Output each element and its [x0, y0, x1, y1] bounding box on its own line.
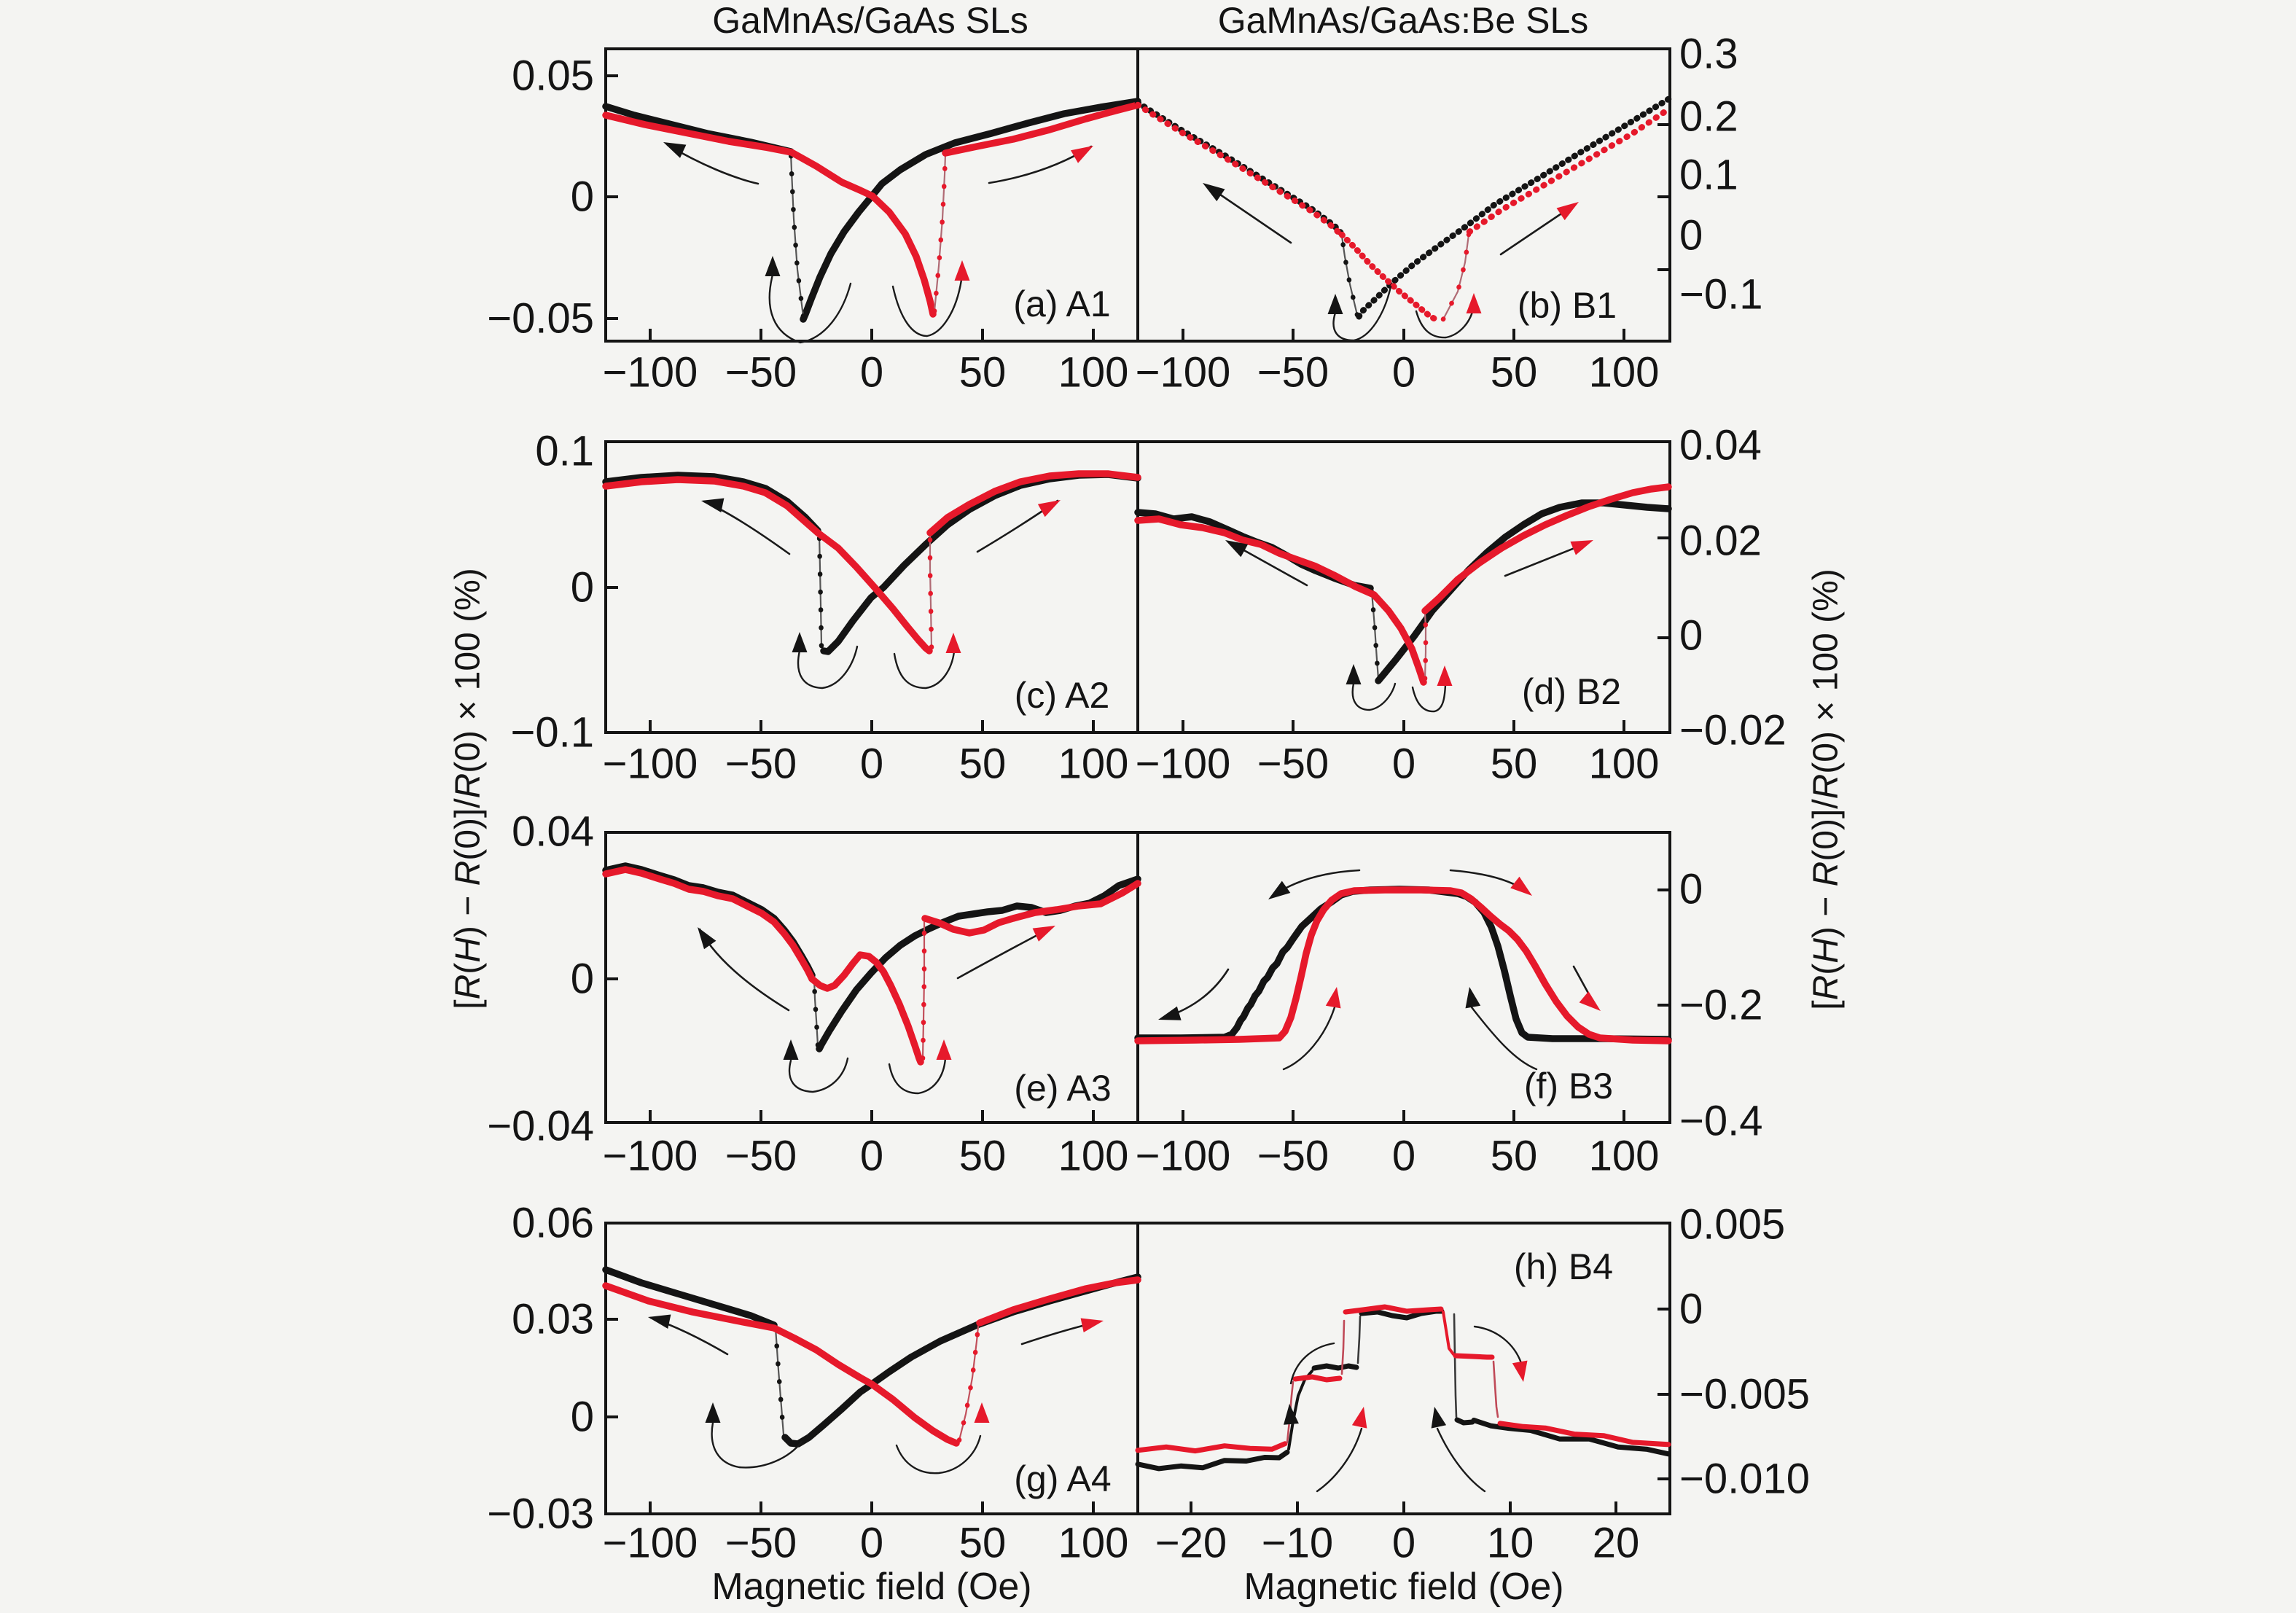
- svg-text:0: 0: [860, 1133, 883, 1180]
- svg-text:(g) A4: (g) A4: [1014, 1458, 1111, 1499]
- svg-text:0.02: 0.02: [1679, 518, 1762, 565]
- svg-text:(d) B2: (d) B2: [1522, 671, 1621, 712]
- svg-text:−0.2: −0.2: [1679, 982, 1763, 1029]
- svg-text:−50: −50: [725, 741, 797, 788]
- svg-text:0.3: 0.3: [1679, 31, 1738, 78]
- svg-text:0.1: 0.1: [1679, 152, 1738, 199]
- svg-text:0.04: 0.04: [1679, 422, 1762, 469]
- svg-text:(b) B1: (b) B1: [1518, 285, 1617, 326]
- svg-text:−0.02: −0.02: [1679, 707, 1787, 754]
- svg-text:0: 0: [1679, 866, 1703, 913]
- svg-text:(e) A3: (e) A3: [1014, 1068, 1111, 1109]
- svg-text:(a) A1: (a) A1: [1013, 284, 1110, 324]
- svg-text:50: 50: [959, 741, 1007, 788]
- svg-text:100: 100: [1589, 741, 1660, 788]
- svg-text:0.03: 0.03: [512, 1296, 594, 1343]
- svg-text:0: 0: [1392, 1133, 1416, 1180]
- svg-text:−50: −50: [1257, 741, 1329, 788]
- svg-text:−50: −50: [1257, 1133, 1329, 1180]
- svg-text:−0.005: −0.005: [1679, 1371, 1810, 1418]
- svg-text:(h) B4: (h) B4: [1514, 1246, 1613, 1287]
- svg-text:100: 100: [1058, 1133, 1129, 1180]
- svg-text:100: 100: [1058, 741, 1129, 788]
- svg-text:−50: −50: [725, 1133, 797, 1180]
- svg-text:[R(H) − R(0)]/R(0) × 100 (%): [R(H) − R(0)]/R(0) × 100 (%): [449, 568, 488, 1009]
- svg-text:−50: −50: [725, 349, 797, 397]
- svg-text:0: 0: [1679, 612, 1703, 660]
- svg-text:−0.1: −0.1: [511, 709, 595, 757]
- svg-text:100: 100: [1058, 349, 1129, 397]
- svg-text:Magnetic field (Oe): Magnetic field (Oe): [711, 1566, 1031, 1608]
- svg-text:100: 100: [1058, 1520, 1129, 1567]
- svg-text:−0.4: −0.4: [1679, 1098, 1763, 1145]
- svg-text:Magnetic field (Oe): Magnetic field (Oe): [1243, 1566, 1563, 1608]
- svg-text:0: 0: [860, 349, 883, 397]
- svg-text:50: 50: [959, 1133, 1007, 1180]
- svg-text:−100: −100: [603, 349, 698, 397]
- svg-text:0.05: 0.05: [512, 52, 594, 100]
- svg-text:−100: −100: [1136, 741, 1231, 788]
- svg-text:50: 50: [1491, 349, 1538, 397]
- svg-text:−0.010: −0.010: [1679, 1456, 1810, 1503]
- svg-text:50: 50: [1491, 1133, 1538, 1180]
- svg-text:50: 50: [1491, 741, 1538, 788]
- svg-text:−100: −100: [603, 741, 698, 788]
- svg-text:10: 10: [1487, 1520, 1534, 1567]
- svg-text:0: 0: [571, 956, 594, 1003]
- svg-text:−100: −100: [1136, 349, 1231, 397]
- svg-text:−0.05: −0.05: [487, 295, 594, 343]
- svg-text:(c) A2: (c) A2: [1015, 675, 1110, 716]
- svg-text:100: 100: [1589, 349, 1660, 397]
- svg-text:100: 100: [1589, 1133, 1660, 1180]
- svg-text:0: 0: [1392, 349, 1416, 397]
- svg-text:−100: −100: [1136, 1133, 1231, 1180]
- svg-text:0: 0: [860, 1520, 883, 1567]
- svg-text:0.04: 0.04: [512, 808, 594, 856]
- svg-text:0: 0: [1392, 1520, 1416, 1567]
- svg-text:50: 50: [959, 349, 1007, 397]
- svg-text:GaMnAs/GaAs SLs: GaMnAs/GaAs SLs: [712, 0, 1028, 41]
- svg-text:0: 0: [1679, 1286, 1703, 1333]
- svg-text:−50: −50: [1257, 349, 1329, 397]
- svg-text:(f) B3: (f) B3: [1524, 1066, 1613, 1106]
- svg-text:−10: −10: [1262, 1520, 1333, 1567]
- svg-text:[R(H) − R(0)]/R(0) × 100 (%): [R(H) − R(0)]/R(0) × 100 (%): [1807, 569, 1846, 1009]
- svg-text:−100: −100: [603, 1520, 698, 1567]
- svg-text:−100: −100: [603, 1133, 698, 1180]
- svg-text:0: 0: [571, 1394, 594, 1441]
- svg-text:0: 0: [571, 173, 594, 221]
- svg-text:50: 50: [959, 1520, 1007, 1567]
- svg-text:−0.1: −0.1: [1679, 271, 1763, 319]
- svg-text:−0.04: −0.04: [487, 1103, 594, 1150]
- svg-text:0.06: 0.06: [512, 1200, 594, 1247]
- svg-text:0.2: 0.2: [1679, 93, 1738, 141]
- svg-text:−50: −50: [725, 1520, 797, 1567]
- svg-text:0: 0: [571, 564, 594, 612]
- svg-text:0: 0: [1679, 212, 1703, 259]
- svg-text:GaMnAs/GaAs:Be SLs: GaMnAs/GaAs:Be SLs: [1218, 0, 1589, 41]
- svg-text:0.1: 0.1: [535, 428, 594, 475]
- svg-text:−20: −20: [1155, 1520, 1227, 1567]
- svg-text:0.005: 0.005: [1679, 1201, 1785, 1249]
- svg-text:−0.03: −0.03: [487, 1491, 594, 1538]
- svg-text:20: 20: [1593, 1520, 1640, 1567]
- svg-text:0: 0: [1392, 741, 1416, 788]
- svg-text:0: 0: [860, 741, 883, 788]
